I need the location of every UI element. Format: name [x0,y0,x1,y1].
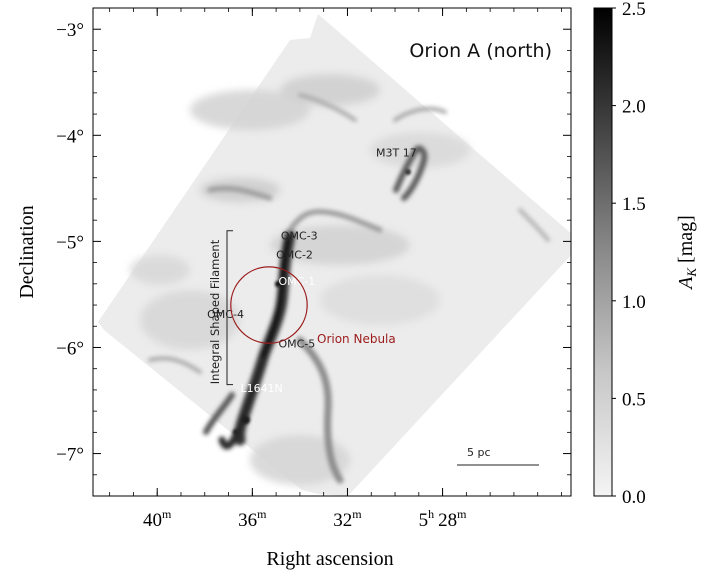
y-tick-label: −3° [56,20,84,41]
colorbar-tick-label: 0.5 [622,389,646,410]
colorbar-ticks: 0.0 0.5 1.0 1.5 2.0 2.5 [612,0,646,508]
object-label: OMC-3 [281,229,318,242]
y-axis-ticks: −3° −4° −5° −6° −7° [56,20,571,497]
x-tick-label: 40m [143,507,172,531]
x-axis-label: Right ascension [266,548,393,570]
y-axis-label: Declination [16,205,38,298]
chart-title: Orion A (north) [409,40,552,62]
colorbar-tick-label: 0.0 [622,487,646,508]
y-tick-label: −7° [56,445,84,466]
colorbar-tick-label: 1.5 [622,194,646,215]
y-tick-label: −4° [56,126,84,147]
x-tick-label: 5h 28m [419,507,468,531]
colorbar [593,7,613,497]
x-tick-label: 36m [238,507,267,531]
integral-shaped-filament-label: Integral Shaped Filament [208,239,222,384]
object-label: OMC-5 [278,337,315,350]
extinction-map [98,14,571,496]
object-label: M3T 17 [376,147,417,160]
x-axis-ticks: 40m 36m 32m 5h 28m [109,8,562,531]
object-label: OMC-1 [278,275,315,288]
colorbar-tick-label: 1.0 [622,292,646,313]
object-labels: M3T 17 OMC-3 OMC-2 OMC-1 OMC-4 OMC-5 L1641N [207,147,417,396]
y-tick-label: −6° [56,338,84,359]
y-tick-label: −5° [56,232,84,253]
colorbar-tick-label: 2.0 [622,97,646,118]
x-tick-label: 32m [333,507,362,531]
plot-frame [92,7,572,497]
colorbar-tick-label: 2.5 [622,0,646,20]
object-label: OMC-2 [276,248,313,261]
colorbar-label: AK[mag] [675,215,699,291]
object-label: L1641N [240,382,282,395]
integral-shaped-filament-bracket [226,230,233,386]
scale-bar-label: 5 pc [467,446,491,459]
orion-nebula-circle [230,266,308,344]
object-label: OMC-4 [207,308,244,321]
dense-cores [233,169,411,435]
diffuse-cloud-emission [130,74,470,485]
orion-nebula-label: Orion Nebula [317,332,396,346]
